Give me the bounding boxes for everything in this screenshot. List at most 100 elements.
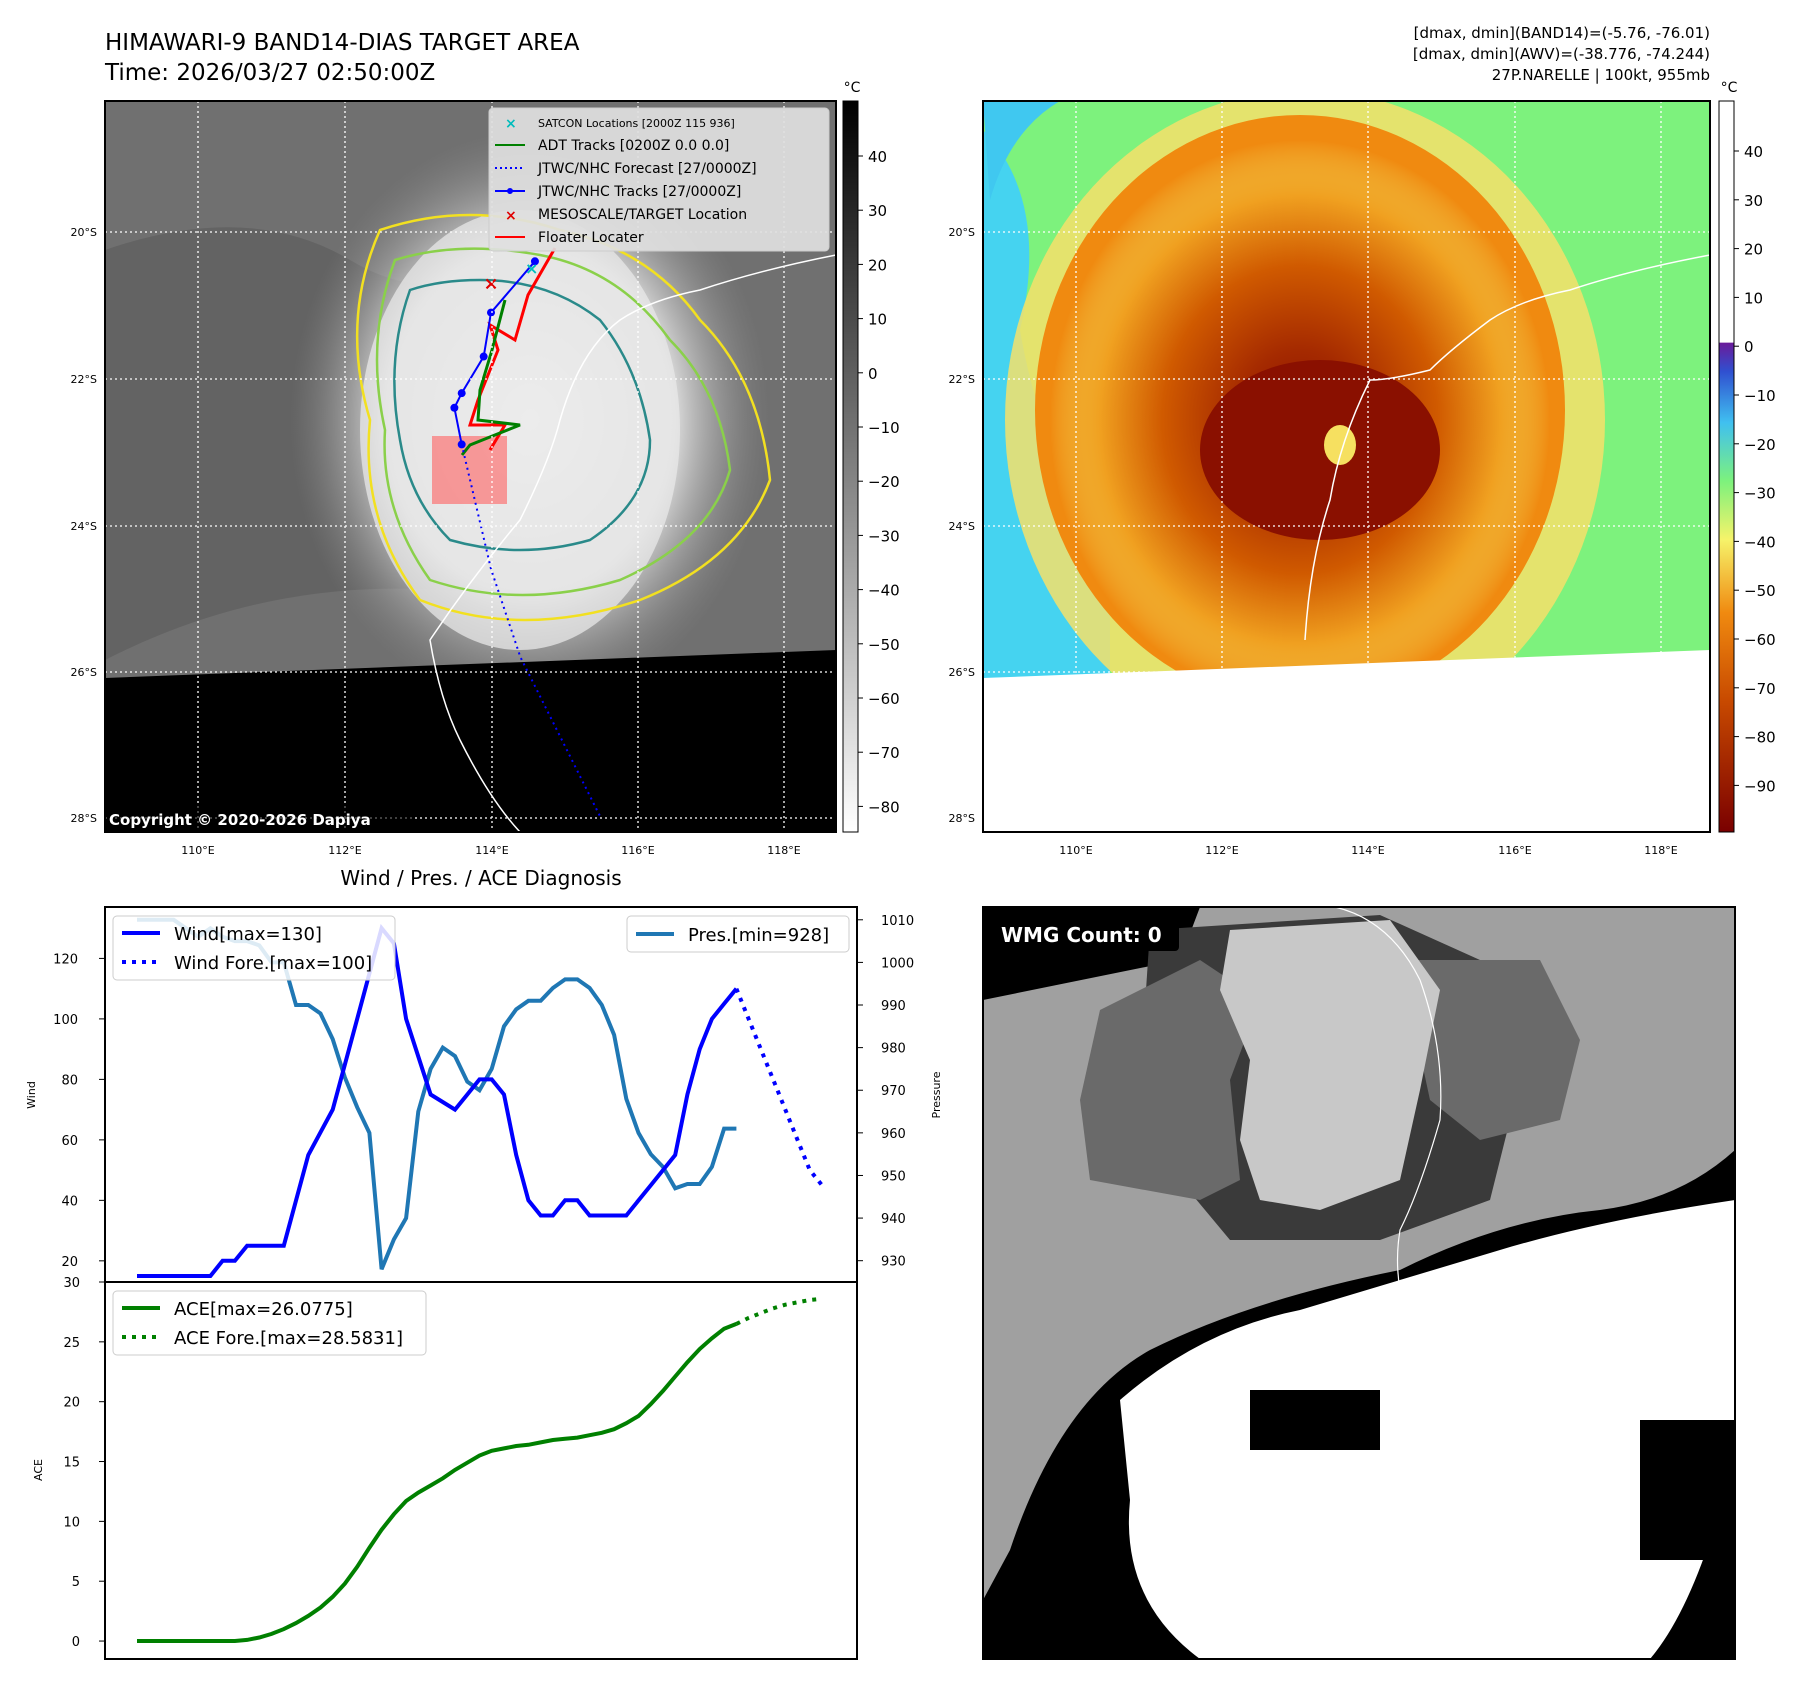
lon-label: 114°E [1351, 844, 1384, 857]
lat-label: 24°S [71, 520, 97, 533]
wmg-light-core [1220, 920, 1440, 1210]
wind-tick-label: 20 [61, 1255, 78, 1270]
lat-label: 20°S [71, 226, 97, 239]
lon-label: 110°E [181, 844, 214, 857]
awv-lat-labels: 20°S 22°S 24°S 26°S 28°S [949, 226, 975, 825]
legend-wind: Wind[max=130] [174, 924, 322, 945]
lon-label: 118°E [1644, 844, 1677, 857]
lat-label: 22°S [71, 373, 97, 386]
legend-satcon-icon: × [505, 116, 517, 132]
legend-adt: ADT Tracks [0200Z 0.0 0.0] [538, 138, 729, 154]
storm-info: 27P.NARELLE | 100kt, 955mb [1492, 66, 1710, 84]
legend-target: MESOSCALE/TARGET Location [538, 207, 747, 223]
lat-label: 24°S [949, 520, 975, 533]
colorbar-tick-label: −20 [1744, 436, 1776, 454]
awv-lon-labels: 110°E 112°E 114°E 116°E 118°E [1059, 844, 1677, 857]
colorbar-tick-label: 40 [1744, 143, 1763, 161]
colorbar-tick-label: 20 [1744, 241, 1763, 259]
jtwc-track-point [479, 352, 488, 361]
ir-legend: × SATCON Locations [2000Z 115 936] ADT T… [488, 107, 830, 252]
pressure-axis-label: Pressure [930, 1071, 943, 1118]
colorbar-tick-label: −60 [868, 690, 900, 708]
lon-label: 110°E [1059, 844, 1092, 857]
colorbar-tick-label: 40 [868, 148, 887, 166]
pressure-tick-label: 930 [881, 1255, 906, 1270]
lat-label: 22°S [949, 373, 975, 386]
ace-line [137, 1322, 738, 1643]
ir-colorbar-unit: °C [844, 80, 861, 96]
jtwc-track-point [457, 389, 466, 398]
ir-colorbar [842, 100, 859, 833]
legend-wind-fore: Wind Fore.[max=100] [174, 953, 372, 974]
ace-legend: ACE[max=26.0775] ACE Fore.[max=28.5831] [112, 1290, 427, 1356]
wmg-label-box [993, 919, 1179, 951]
jtwc-track-point [530, 257, 539, 266]
colorbar-tick-label: −30 [868, 527, 900, 545]
awv-eye [1324, 425, 1356, 465]
mesoscale-target-marker: × [483, 273, 498, 294]
awv-cyan-west [983, 101, 1060, 200]
jtwc-track-point [450, 403, 459, 412]
colorbar-tick-label: 10 [1744, 289, 1763, 307]
wind-axis-ticks: 20 40 60 80 100 120 [53, 952, 105, 1270]
ir-lon-labels: 110°E 112°E 114°E 116°E 118°E [181, 844, 800, 857]
wmg-frame [982, 906, 1736, 1660]
lat-label: 20°S [949, 226, 975, 239]
lon-label: 112°E [328, 844, 361, 857]
pressure-tick-label: 1000 [881, 956, 914, 971]
lat-label: 28°S [71, 812, 97, 825]
jtwc-track-point [487, 308, 495, 317]
awv-colorbar-ticks: 40 30 20 10 0 −10 −20 −30 −40 −50 −60 −70 −80 −90 [1734, 143, 1776, 795]
colorbar-tick-label: −80 [868, 798, 900, 816]
lat-label: 26°S [71, 666, 97, 679]
pressure-tick-label: 980 [881, 1042, 906, 1057]
wind-tick-label: 100 [53, 1013, 78, 1028]
jtwc-forecast [460, 444, 602, 819]
wind-forecast-line [734, 987, 824, 1187]
band14-range: [dmax, dmin](BAND14)=(-5.76, -76.01) [1414, 24, 1710, 42]
figure-title: HIMAWARI-9 BAND14-DIAS TARGET AREA [105, 30, 580, 56]
lon-label: 118°E [767, 844, 800, 857]
wmg-count: WMG Count: 0 [1001, 923, 1162, 947]
copyright-text: Copyright © 2020-2026 Dapiya [109, 811, 371, 829]
pressure-tick-label: 940 [881, 1212, 906, 1227]
pressure-tick-label: 1010 [881, 914, 914, 929]
colorbar-tick-label: −50 [1744, 582, 1776, 600]
lon-label: 114°E [475, 844, 508, 857]
jtwc-track-point [457, 440, 466, 449]
colorbar-tick-label: −70 [868, 744, 900, 762]
pressure-tick-label: 960 [881, 1127, 906, 1142]
satcon-marker: × [525, 259, 538, 278]
colorbar-tick-label: −60 [1744, 631, 1776, 649]
colorbar-tick-label: −30 [1744, 485, 1776, 503]
awv-eye-wall [1200, 360, 1440, 540]
diagnosis-title: Wind / Pres. / ACE Diagnosis [340, 866, 621, 890]
pressure-tick-label: 970 [881, 1084, 906, 1099]
colorbar-tick-label: 20 [868, 256, 887, 274]
awv-range: [dmax, dmin](AWV)=(-38.776, -74.244) [1413, 45, 1710, 63]
ir-contour-teal [393, 278, 652, 552]
wmg-coastline [1334, 907, 1442, 1291]
colorbar-tick-label: 30 [1744, 192, 1763, 210]
legend-ace-fore: ACE Fore.[max=28.5831] [174, 1328, 403, 1349]
pressure-axis-ticks: 930 940 950 960 970 980 990 1000 1010 [857, 914, 914, 1270]
ir-lat-labels: 20°S 22°S 24°S 26°S 28°S [71, 226, 97, 825]
wmg-black-patch [1640, 1420, 1735, 1560]
awv-frame [982, 100, 1711, 833]
ir-gridlines [105, 101, 836, 832]
lat-label: 26°S [949, 666, 975, 679]
colorbar-tick-label: −20 [868, 473, 900, 491]
wmg-black-patch [1250, 1390, 1380, 1450]
ir-frame [104, 100, 837, 833]
awv-gridlines [983, 101, 1710, 832]
wind-tick-label: 60 [61, 1134, 78, 1149]
ace-tick-label: 20 [63, 1396, 80, 1411]
wind-tick-label: 120 [53, 952, 78, 967]
colorbar-tick-label: −90 [1744, 777, 1776, 795]
lat-label: 28°S [949, 812, 975, 825]
legend-target-icon: × [505, 208, 517, 224]
wmg-panel: WMG Count: 0 [982, 906, 1736, 1660]
lon-label: 116°E [621, 844, 654, 857]
ir-colorbar-ticks: 40 30 20 10 0 −10 −20 −30 −40 −50 −60 −70 −80 [858, 148, 900, 816]
